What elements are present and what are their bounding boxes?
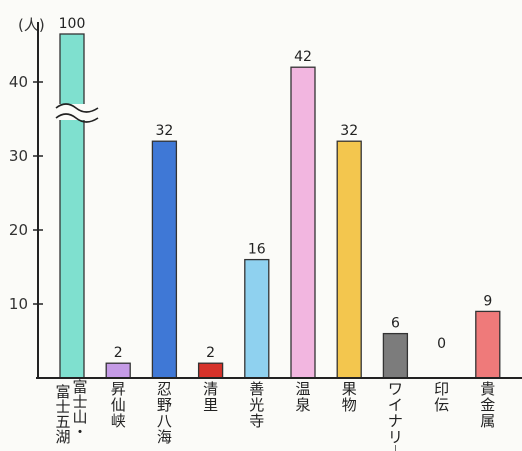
category-label-10: 貴金属 [480, 380, 495, 430]
bar-7 [336, 140, 362, 379]
data-label-5: 16 [248, 242, 266, 258]
category-label-1: 富士山・富士五湖 [55, 378, 87, 446]
bar-10 [475, 310, 501, 379]
data-label-9: 0 [437, 336, 446, 352]
data-label-4: 2 [206, 345, 215, 361]
data-labels: 100 2 32 2 16 42 32 6 0 9 [59, 16, 493, 361]
bar-4 [197, 362, 224, 379]
data-label-6: 42 [294, 49, 312, 65]
bar-1 [59, 33, 85, 379]
bar-6 [290, 66, 316, 379]
data-label-7: 32 [340, 123, 358, 139]
y-tick-label-30: 30 [9, 147, 28, 165]
data-label-1: 100 [59, 16, 86, 32]
data-label-2: 2 [114, 345, 123, 361]
axis-break-mark [50, 103, 106, 123]
y-axis-ticks: 10 20 30 40 [9, 73, 43, 313]
bars [59, 33, 501, 379]
bar-5 [244, 258, 270, 379]
category-label-3: 忍野八海 [157, 380, 172, 446]
bar-3 [151, 140, 178, 379]
data-label-3: 32 [155, 123, 173, 139]
category-label-7: 果物 [342, 380, 357, 414]
category-label-8: ワイナリ｜ [388, 380, 403, 451]
bar-2 [105, 362, 131, 379]
y-tick-label-20: 20 [9, 221, 28, 239]
category-label-5: 善光寺 [249, 380, 264, 430]
category-label-9: 印伝 [434, 380, 449, 414]
data-label-10: 9 [483, 293, 492, 309]
y-axis-unit-label: (人) [18, 16, 45, 34]
y-tick-label-40: 40 [9, 73, 28, 91]
data-label-8: 6 [391, 316, 400, 332]
y-tick-label-10: 10 [9, 295, 28, 313]
category-label-4: 清里 [203, 380, 218, 414]
bar-8 [382, 332, 409, 379]
category-label-6: 温泉 [295, 380, 310, 414]
category-label-2: 昇仙峡 [111, 380, 126, 430]
